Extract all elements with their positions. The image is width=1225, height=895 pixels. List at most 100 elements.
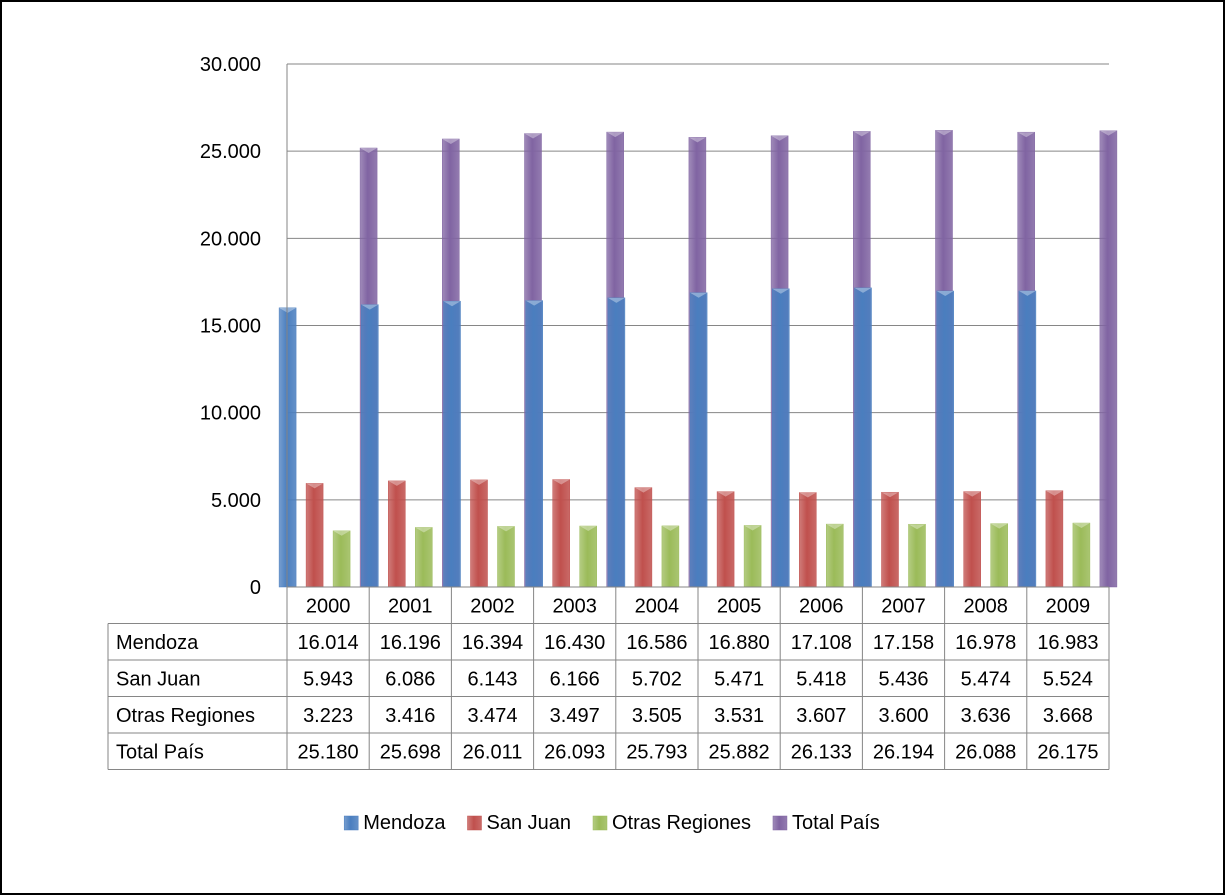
bar-mendoza-2001 xyxy=(361,304,379,588)
bar-mendoza-2000 xyxy=(278,307,297,588)
y-tick-label: 0 xyxy=(250,577,261,599)
bar-mendoza-2004 xyxy=(607,297,626,588)
bar-bevel xyxy=(661,525,679,531)
bar-san-juan-2005 xyxy=(716,491,735,588)
data-label: 25.180 xyxy=(298,741,359,763)
data-label: 5.471 xyxy=(714,668,764,690)
y-tick-label: 5.000 xyxy=(211,490,261,512)
bar-bevel xyxy=(306,483,324,489)
legend-item-san-juan: San Juan xyxy=(467,812,571,834)
bar-bevel xyxy=(688,137,706,143)
data-label: 6.086 xyxy=(385,668,435,690)
data-label: 5.474 xyxy=(961,668,1011,690)
legend: Mendoza San Juan Otras Regiones Total País xyxy=(343,812,880,834)
legend-item-total-país: Total País xyxy=(772,812,880,834)
data-label: 3.668 xyxy=(1043,705,1093,727)
bar-bevel xyxy=(826,524,844,530)
bar-otras-regiones-2000 xyxy=(332,530,351,588)
data-label: 26.133 xyxy=(791,741,852,763)
x-tick-label: 2000 xyxy=(306,595,351,617)
bar-bevel xyxy=(854,287,872,293)
bar-bevel xyxy=(990,523,1008,529)
legend-label: Total País xyxy=(792,812,880,834)
bar-otras-regiones-2002 xyxy=(497,526,515,588)
data-label: 16.586 xyxy=(626,632,687,654)
bar-mendoza-2009 xyxy=(1018,290,1037,588)
bar-bevel xyxy=(963,491,981,497)
y-tick-label: 25.000 xyxy=(200,141,261,163)
x-tick-label: 2001 xyxy=(388,595,433,617)
legend-swatch xyxy=(592,815,608,831)
data-label: 26.194 xyxy=(873,741,934,763)
legend-swatch xyxy=(772,815,788,831)
bar-san-juan-2003 xyxy=(552,479,570,588)
bar-otras-regiones-2009 xyxy=(1072,522,1091,588)
x-tick-label: 2009 xyxy=(1046,595,1091,617)
data-label: 17.158 xyxy=(873,632,934,654)
data-label: 5.436 xyxy=(878,668,928,690)
bar-bevel xyxy=(333,530,351,536)
bar-bevel xyxy=(1072,523,1090,529)
data-label: 3.636 xyxy=(961,705,1011,727)
bar-otras-regiones-2006 xyxy=(826,523,844,588)
bar-mendoza-2007 xyxy=(854,287,872,588)
bar-bevel xyxy=(579,526,597,532)
bar-bevel xyxy=(607,297,625,303)
data-label: 3.607 xyxy=(796,705,846,727)
data-label: 16.196 xyxy=(380,632,441,654)
data-label: 6.143 xyxy=(467,668,517,690)
data-label: 5.524 xyxy=(1043,668,1093,690)
bar-san-juan-2009 xyxy=(1045,490,1064,588)
bar-mendoza-2003 xyxy=(525,300,543,588)
bar-san-juan-2002 xyxy=(470,479,488,588)
bar-mendoza-2002 xyxy=(443,300,461,588)
bar-otras-regiones-2005 xyxy=(743,525,762,588)
bar-bevel xyxy=(470,479,488,485)
bar-bevel xyxy=(744,525,762,531)
data-label: 16.983 xyxy=(1037,632,1098,654)
y-tick-label: 15.000 xyxy=(200,316,261,338)
bar-otras-regiones-2008 xyxy=(990,523,1008,588)
data-label: 25.698 xyxy=(380,741,441,763)
bar-bevel xyxy=(1018,290,1036,296)
bars xyxy=(278,130,1118,588)
table-row-label: San Juan xyxy=(116,668,201,690)
bar-otras-regiones-2004 xyxy=(661,525,680,588)
bar-mendoza-2006 xyxy=(772,288,790,588)
bar-mendoza-2005 xyxy=(689,292,708,588)
x-tick-label: 2007 xyxy=(881,595,926,617)
bar-otras-regiones-2003 xyxy=(579,525,597,588)
table-row-label: Otras Regiones xyxy=(116,705,255,727)
y-tick-label: 30.000 xyxy=(200,54,261,76)
y-tick-label: 20.000 xyxy=(200,228,261,250)
data-label: 6.166 xyxy=(550,668,600,690)
x-tick-label: 2006 xyxy=(799,595,844,617)
x-tick-label: 2005 xyxy=(717,595,762,617)
bar-san-juan-2008 xyxy=(963,491,981,588)
bar-san-juan-2000 xyxy=(305,483,324,588)
bar-otras-regiones-2001 xyxy=(415,527,433,588)
bar-bevel xyxy=(853,131,871,137)
data-label: 3.531 xyxy=(714,705,764,727)
data-label: 3.223 xyxy=(303,705,353,727)
bar-san-juan-2004 xyxy=(634,487,653,588)
bar-bevel xyxy=(935,130,953,136)
bar-bevel xyxy=(279,307,297,313)
data-label: 17.108 xyxy=(791,632,852,654)
data-label: 5.943 xyxy=(303,668,353,690)
table-row-label: Total País xyxy=(116,741,204,763)
bar-bevel xyxy=(1045,490,1063,496)
table-row-label: Mendoza xyxy=(116,632,199,654)
bar-bevel xyxy=(443,301,461,307)
data-label: 5.702 xyxy=(632,668,682,690)
bar-bevel xyxy=(606,132,624,138)
bar-otras-regiones-2007 xyxy=(908,523,926,588)
y-axis: 0 5.000 10.000 15.000 20.000 25.000 30.000 xyxy=(200,54,288,599)
legend-swatch xyxy=(343,815,359,831)
legend-label: Mendoza xyxy=(363,812,446,834)
y-tick-label: 10.000 xyxy=(200,403,261,425)
bar-bevel xyxy=(634,487,652,493)
data-label: 16.430 xyxy=(544,632,605,654)
bar-bevel xyxy=(552,479,570,485)
